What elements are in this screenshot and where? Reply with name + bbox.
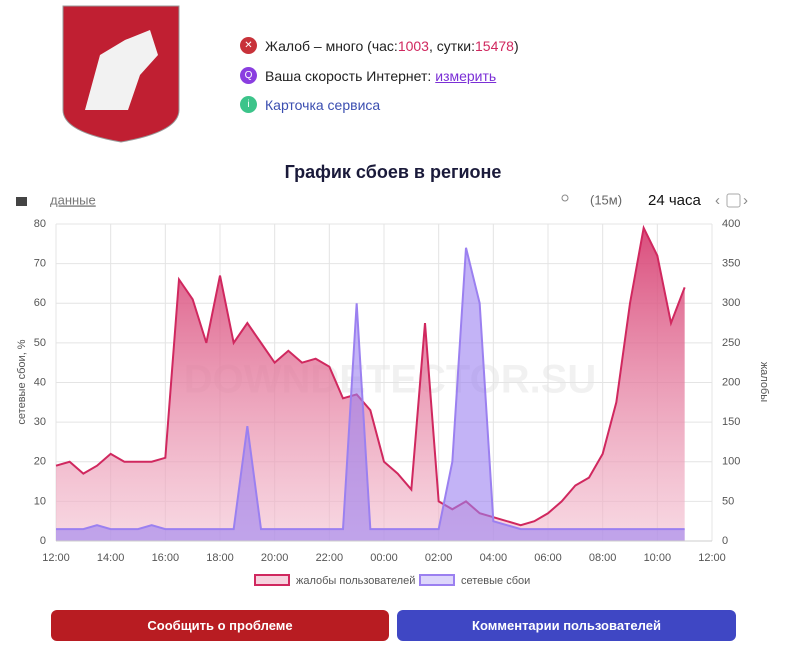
user-icon[interactable]: [561, 194, 569, 202]
legend-label: сетевые сбои: [461, 575, 530, 587]
y-tick-label: 30: [34, 416, 46, 428]
report-button[interactable]: Сообщить о проблеме: [51, 610, 389, 641]
x-tick-label: 02:00: [425, 552, 453, 564]
service-card[interactable]: i Карточка сервиса: [240, 96, 380, 113]
complaints-end: ): [513, 37, 519, 54]
y-tick-label: 60: [34, 297, 46, 309]
y2-axis-label: жалобы: [758, 362, 770, 402]
y-tick-label: 50: [34, 337, 46, 349]
speed-link[interactable]: измерить: [435, 67, 497, 84]
y-tick-label: 80: [34, 218, 46, 230]
y2-tick-label: 0: [722, 535, 728, 547]
calendar-icon[interactable]: [726, 193, 741, 208]
info-icon: i: [240, 96, 257, 113]
x-tick-label: 00:00: [370, 552, 398, 564]
complaints-info: ✕ Жалоб – много (час: 1003, сутки: 15478): [240, 37, 519, 54]
y2-tick-label: 100: [722, 456, 740, 468]
speed-info: Q Ваша скорость Интернет: измерить: [240, 67, 496, 84]
speed-icon: Q: [240, 67, 257, 84]
x-tick-label: 20:00: [261, 552, 289, 564]
y-tick-label: 70: [34, 258, 46, 270]
chart-title: График сбоев в регионе: [285, 162, 502, 182]
x-tick-label: 12:00: [42, 552, 70, 564]
complaints-sep: , сутки:: [428, 37, 476, 54]
y2-tick-label: 50: [722, 495, 734, 507]
x-tick-label: 14:00: [97, 552, 125, 564]
y2-tick-label: 300: [722, 297, 740, 309]
area: [56, 227, 685, 541]
y2-tick-label: 400: [722, 218, 740, 230]
x-tick-label: 08:00: [589, 552, 617, 564]
x-tick-label: 12:00: [698, 552, 726, 564]
legend-swatch: [254, 574, 290, 586]
next[interactable]: ›: [743, 192, 748, 209]
legend-label: жалобы пользователей: [296, 575, 415, 587]
y-tick-label: 40: [34, 376, 46, 388]
x-tick-label: 10:00: [644, 552, 672, 564]
speed-text: Ваша скорость Интернет:: [265, 67, 432, 84]
alert-icon: ✕: [240, 37, 257, 54]
interval[interactable]: (15м): [590, 192, 622, 207]
x-tick-label: 18:00: [206, 552, 234, 564]
prev[interactable]: ‹: [715, 192, 720, 209]
x-tick-label: 04:00: [480, 552, 508, 564]
y2-tick-label: 350: [722, 258, 740, 270]
complaints-text: Жалоб – много (час:: [265, 37, 398, 54]
y-tick-label: 0: [40, 535, 46, 547]
data-link[interactable]: данные: [50, 192, 96, 207]
line: [55, 224, 686, 527]
x-tick-label: 22:00: [316, 552, 344, 564]
y2-tick-label: 250: [722, 337, 740, 349]
y2-tick-label: 150: [722, 416, 740, 428]
y-tick-label: 20: [34, 456, 46, 468]
comments-button[interactable]: Комментарии пользователей: [397, 610, 736, 641]
day-count: 15478: [475, 37, 514, 54]
x-tick-label: 06:00: [534, 552, 562, 564]
period[interactable]: 24 часа: [648, 192, 702, 209]
service-card-text[interactable]: Карточка сервиса: [265, 96, 381, 113]
legend-swatch: [419, 574, 455, 586]
line: [56, 247, 685, 531]
y-axis-label: сетевые сбои, %: [16, 339, 28, 424]
y-tick-label: 10: [34, 495, 46, 507]
y2-tick-label: 200: [722, 376, 740, 388]
hour-count: 1003: [397, 37, 429, 54]
rider: [85, 30, 158, 110]
x-tick-label: 16:00: [152, 552, 180, 564]
camera-icon[interactable]: [16, 197, 27, 206]
